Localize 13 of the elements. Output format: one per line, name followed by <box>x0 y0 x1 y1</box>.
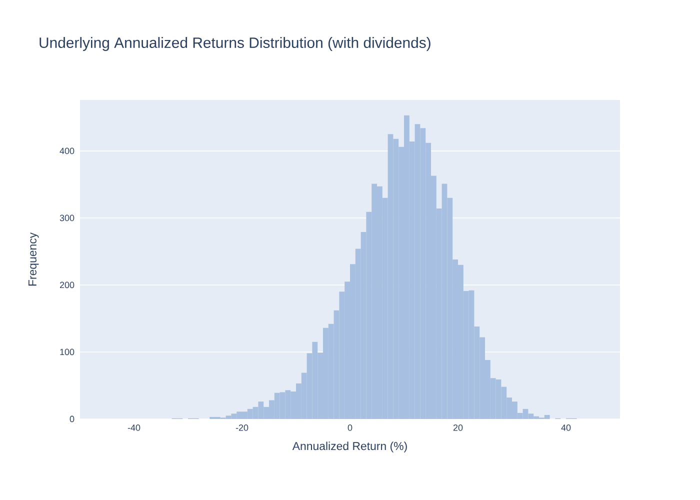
x-axis-title: Annualized Return (%) <box>292 442 407 452</box>
x-tick-label: 20 <box>453 424 463 431</box>
y-tick-label: 0 <box>70 416 74 422</box>
y-tick-label: 400 <box>60 148 74 154</box>
x-tick-label: 40 <box>561 424 571 431</box>
x-tick-label: -40 <box>128 424 140 431</box>
chart-title: Underlying Annualized Returns Distribution (with dividends) <box>40 37 430 51</box>
x-tick-label: 0 <box>348 424 352 431</box>
y-tick-label: 200 <box>60 282 74 288</box>
y-tick-label: 100 <box>60 348 74 356</box>
y-tick-label: 300 <box>60 214 74 222</box>
y-axis-title: Frequency <box>28 232 39 286</box>
x-tick-label: -20 <box>236 424 248 431</box>
